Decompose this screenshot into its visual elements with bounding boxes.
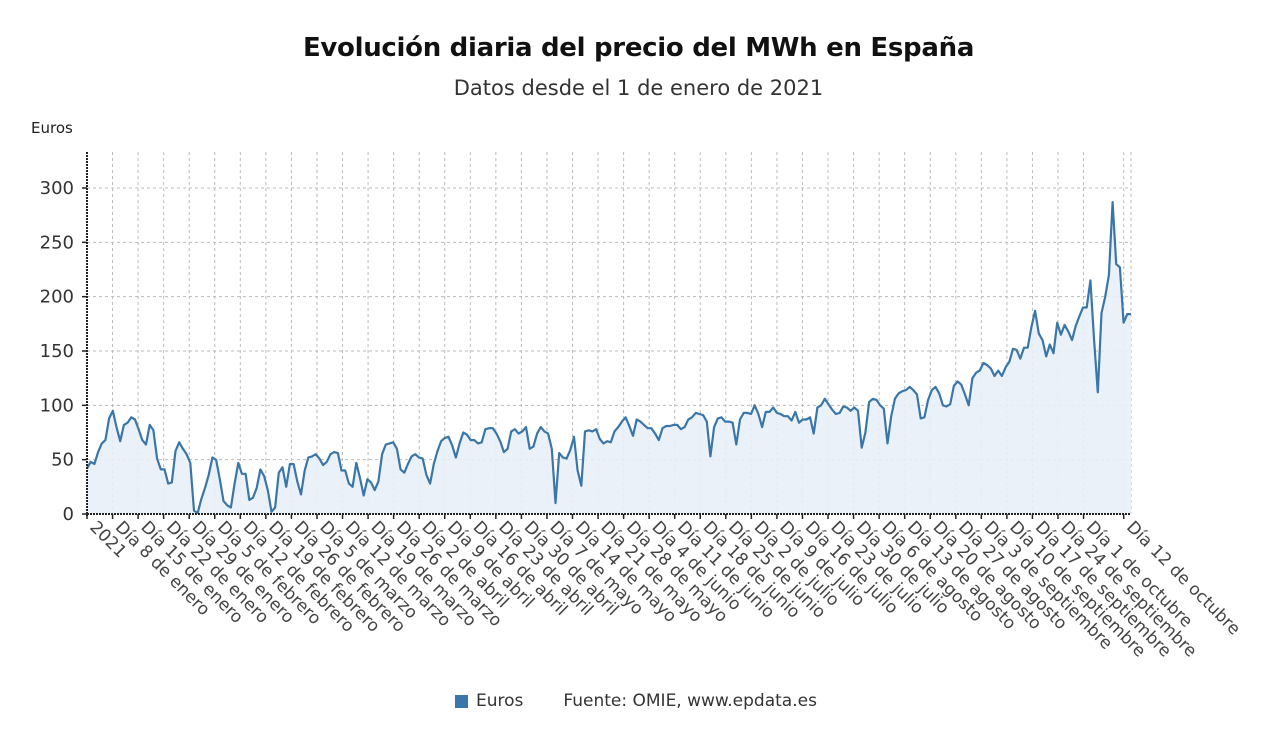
legend-label-euros: Euros — [476, 691, 524, 711]
y-tick-label: 0 — [63, 504, 74, 525]
legend: Euros Fuente: OMIE, www.epdata.es — [455, 691, 817, 711]
y-tick-label: 200 — [40, 287, 74, 308]
y-tick-label: 300 — [40, 178, 74, 199]
series-area-euros — [87, 202, 1131, 514]
chart-subtitle: Datos desde el 1 de enero de 2021 — [453, 76, 824, 100]
source-note: Fuente: OMIE, www.epdata.es — [563, 691, 817, 711]
y-tick-label: 100 — [40, 395, 74, 416]
y-tick-label: 250 — [40, 232, 74, 253]
y-tick-label: 50 — [51, 450, 74, 471]
y-axis-label: Euros — [31, 119, 73, 137]
grid-lines — [87, 152, 1132, 514]
legend-swatch-euros — [455, 694, 468, 708]
chart-title: Evolución diaria del precio del MWh en E… — [302, 33, 975, 63]
y-axis-ticks: 0 50 100 150 200 250 300 — [40, 178, 87, 525]
y-tick-label: 150 — [40, 341, 74, 362]
axes — [86, 152, 1131, 516]
series-line-euros — [86, 201, 1131, 514]
